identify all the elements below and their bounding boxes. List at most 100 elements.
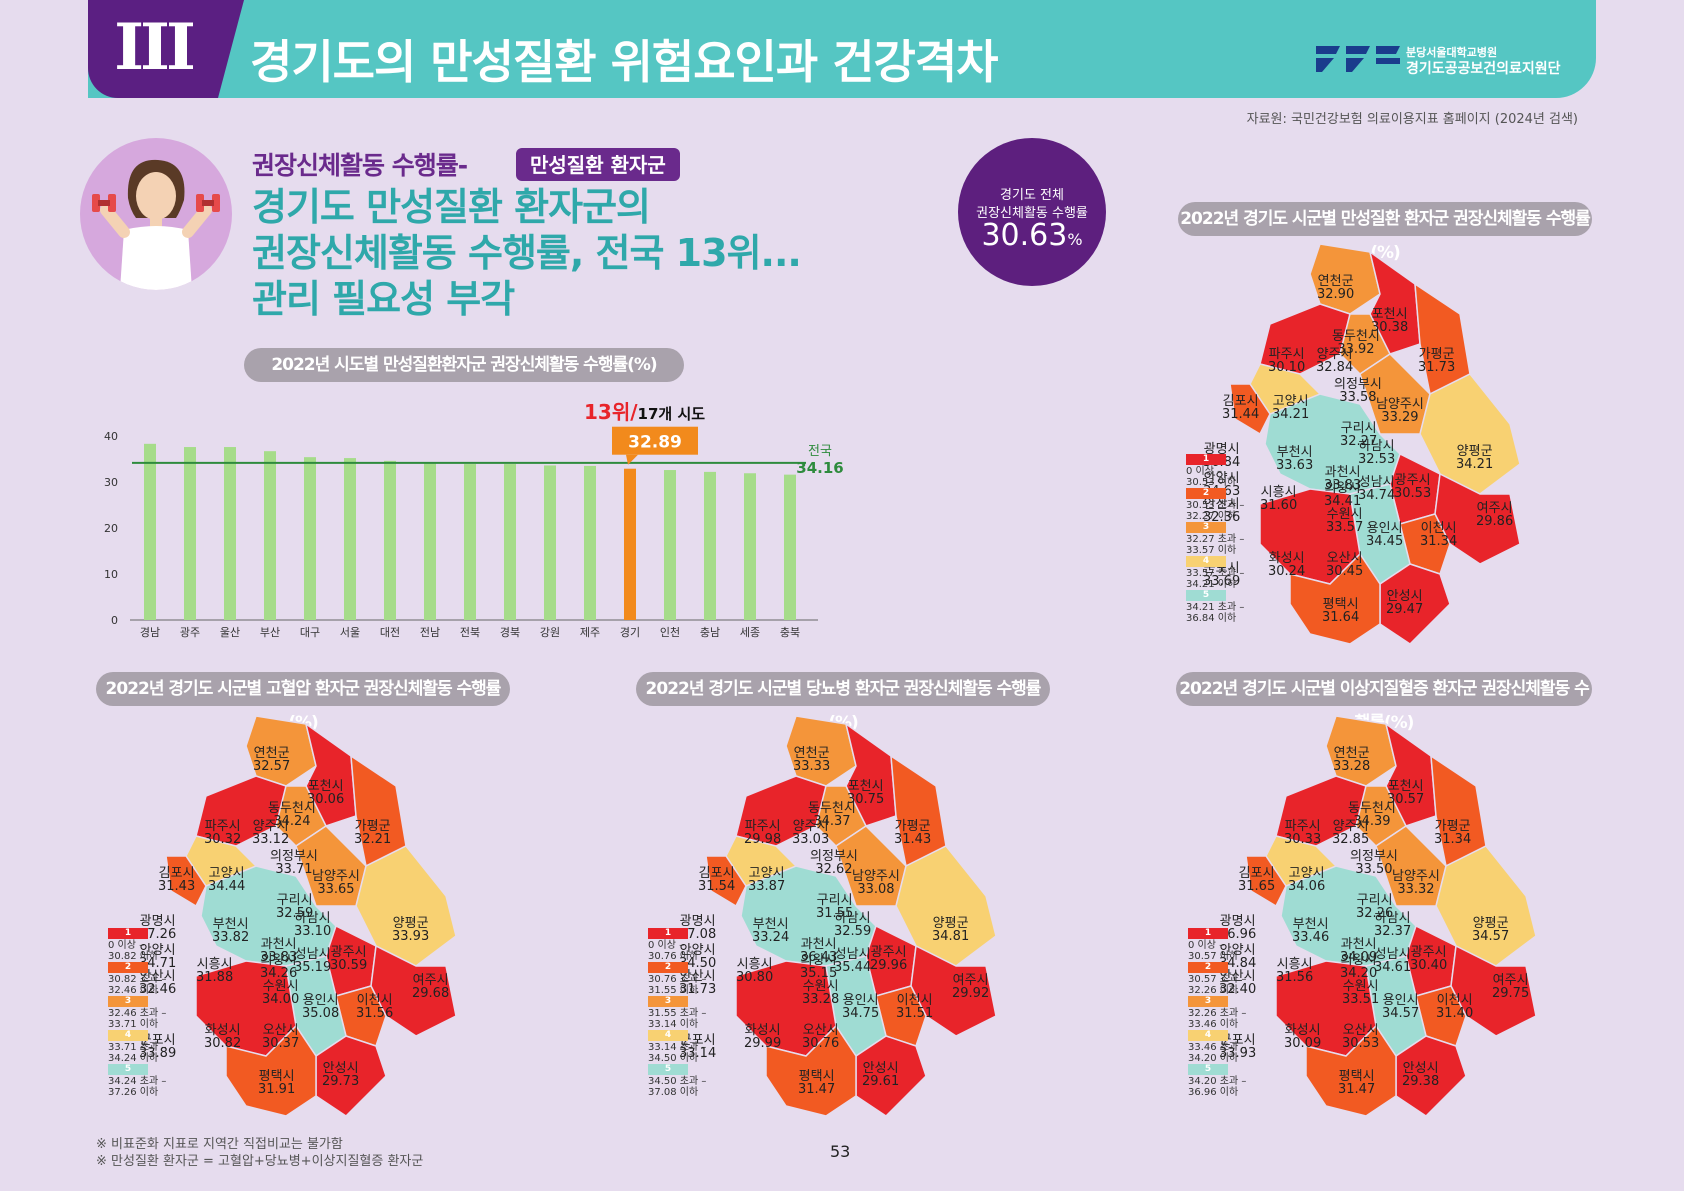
region-name: 화성시 xyxy=(744,1023,781,1038)
region-value: 34.21 xyxy=(1272,407,1310,422)
legend-swatch: 4 xyxy=(1186,556,1226,567)
region-name: 여주시 xyxy=(412,973,449,988)
region-name: 가평군 xyxy=(1434,819,1471,834)
region-value: 33.50 xyxy=(1355,862,1393,877)
region-label: 파주시 29.98 xyxy=(744,820,781,846)
bar-chart-title: 2022년 시도별 만성질환환자군 권장신체활동 수행률(%) xyxy=(244,348,684,382)
region-name: 포천시 xyxy=(1387,779,1424,794)
region-label: 광주시 30.59 xyxy=(330,946,367,972)
x-tick-label: 충북 xyxy=(780,626,800,639)
x-tick-label: 전북 xyxy=(460,626,480,639)
region-value: 31.34 xyxy=(1420,534,1458,549)
region-value: 30.38 xyxy=(1371,320,1409,335)
region-value: 29.96 xyxy=(870,958,908,973)
region-value: 35.44 xyxy=(834,960,872,975)
region-label: 군포시 33.89 xyxy=(139,1034,176,1060)
region-name: 성남시 xyxy=(834,947,871,962)
region-name: 화성시 xyxy=(1268,551,1305,566)
region-value: 30.82 xyxy=(204,1036,242,1051)
legend-swatch: 1 xyxy=(1188,928,1228,939)
region-label: 의왕시 34.20 xyxy=(1340,954,1377,980)
region-value: 31.47 xyxy=(1338,1082,1376,1097)
region-value: 31.43 xyxy=(158,879,196,894)
region-name: 가평군 xyxy=(354,819,391,834)
region-name: 광명시 xyxy=(139,914,176,929)
region-value: 32.62 xyxy=(815,862,853,877)
region-name: 안산시 xyxy=(679,969,716,984)
logo-text-center: 경기도공공보건의료지원단 xyxy=(1406,61,1561,77)
region-label: 안성시 29.47 xyxy=(1386,590,1423,616)
bar-14 xyxy=(704,471,716,620)
region-label: 오산시 30.45 xyxy=(1326,552,1363,578)
region-label: 과천시 34.09 xyxy=(1340,938,1377,964)
region-value: 33.10 xyxy=(294,924,332,939)
region-label: 시흥시 31.60 xyxy=(1260,486,1297,512)
region-label: 수원시 33.28 xyxy=(802,980,839,1006)
region-label: 안산시 31.73 xyxy=(679,970,716,996)
region-label: 동두천시 34.39 xyxy=(1348,802,1396,828)
region-name: 연천군 xyxy=(1333,746,1370,761)
legend-swatch: 1 xyxy=(648,928,688,939)
x-tick-label: 전남 xyxy=(420,626,440,639)
bar-3 xyxy=(264,451,276,620)
region-label: 구리시 32.27 xyxy=(1340,422,1377,448)
region-value: 30.33 xyxy=(1284,832,1322,847)
region-name: 용인시 xyxy=(302,993,339,1008)
region-label: 하남시 32.53 xyxy=(1358,440,1395,466)
region-name: 부천시 xyxy=(212,917,249,932)
region-value: 33.51 xyxy=(1342,992,1380,1007)
region-value: 32.85 xyxy=(1332,832,1370,847)
region-label: 오산시 30.76 xyxy=(802,1024,839,1050)
region-name: 의정부시 xyxy=(1350,849,1398,864)
x-tick-label: 부산 xyxy=(260,626,280,639)
region-label: 김포시 31.65 xyxy=(1238,867,1275,893)
region-name: 부천시 xyxy=(1276,445,1313,460)
region-name: 평택시 xyxy=(798,1069,835,1084)
region-value: 33.12 xyxy=(252,832,290,847)
region-name: 포천시 xyxy=(1371,307,1408,322)
region-value: 34.21 xyxy=(1456,457,1494,472)
region-value: 34.44 xyxy=(208,879,246,894)
highlight-callout-pointer xyxy=(626,454,638,465)
region-label: 이천시 31.40 xyxy=(1436,994,1473,1020)
patient-group-badge: 만성질환 환자군 xyxy=(516,148,680,181)
region-label: 남양주시 33.08 xyxy=(852,870,900,896)
section-subtitle: 권장신체활동 수행률- xyxy=(252,151,468,180)
region-label: 평택시 31.47 xyxy=(1338,1070,1375,1096)
region-label: 용인시 35.08 xyxy=(302,994,339,1020)
region-name: 파주시 xyxy=(1284,819,1321,834)
x-tick-label: 대구 xyxy=(300,626,320,639)
bar-2 xyxy=(224,447,236,620)
region-name: 화성시 xyxy=(1284,1023,1321,1038)
region-name: 이천시 xyxy=(356,993,393,1008)
region-value: 33.28 xyxy=(802,992,840,1007)
region-label: 의정부시 33.58 xyxy=(1334,378,1382,404)
region-label: 구리시 32.26 xyxy=(1356,894,1393,920)
region-label: 의왕시 35.15 xyxy=(800,954,837,980)
region-label: 광주시 29.96 xyxy=(870,946,907,972)
region-value: 34.09 xyxy=(1340,950,1378,965)
region-shape xyxy=(706,855,747,908)
region-label: 의왕시 34.41 xyxy=(1324,482,1361,508)
header-bar xyxy=(88,0,1596,98)
legend-swatch: 5 xyxy=(108,1064,148,1075)
bar-12 xyxy=(624,468,636,620)
bar-7 xyxy=(424,463,436,620)
region-value: 29.92 xyxy=(952,986,990,1001)
overall-rate-label-2: 권장신체활동 수행률 xyxy=(976,206,1088,221)
region-name: 오산시 xyxy=(1342,1023,1379,1038)
region-name: 용인시 xyxy=(1366,521,1403,536)
reference-line-value: 34.16 xyxy=(796,459,843,477)
region-label: 양주시 32.85 xyxy=(1332,820,1369,846)
chapter-numeral: III xyxy=(114,10,196,85)
region-label: 구리시 32.59 xyxy=(276,894,313,920)
region-name: 파주시 xyxy=(1268,347,1305,362)
region-label: 가평군 32.21 xyxy=(354,820,391,846)
region-label: 고양시 34.44 xyxy=(208,867,245,893)
region-name: 이천시 xyxy=(896,993,933,1008)
y-tick-label: 30 xyxy=(104,476,118,489)
region-value: 37.08 xyxy=(679,927,717,942)
page-title: 경기도의 만성질환 위험요인과 건강격차 xyxy=(250,35,998,89)
x-tick-label: 세종 xyxy=(740,626,760,639)
region-name: 군포시 xyxy=(139,1033,176,1048)
